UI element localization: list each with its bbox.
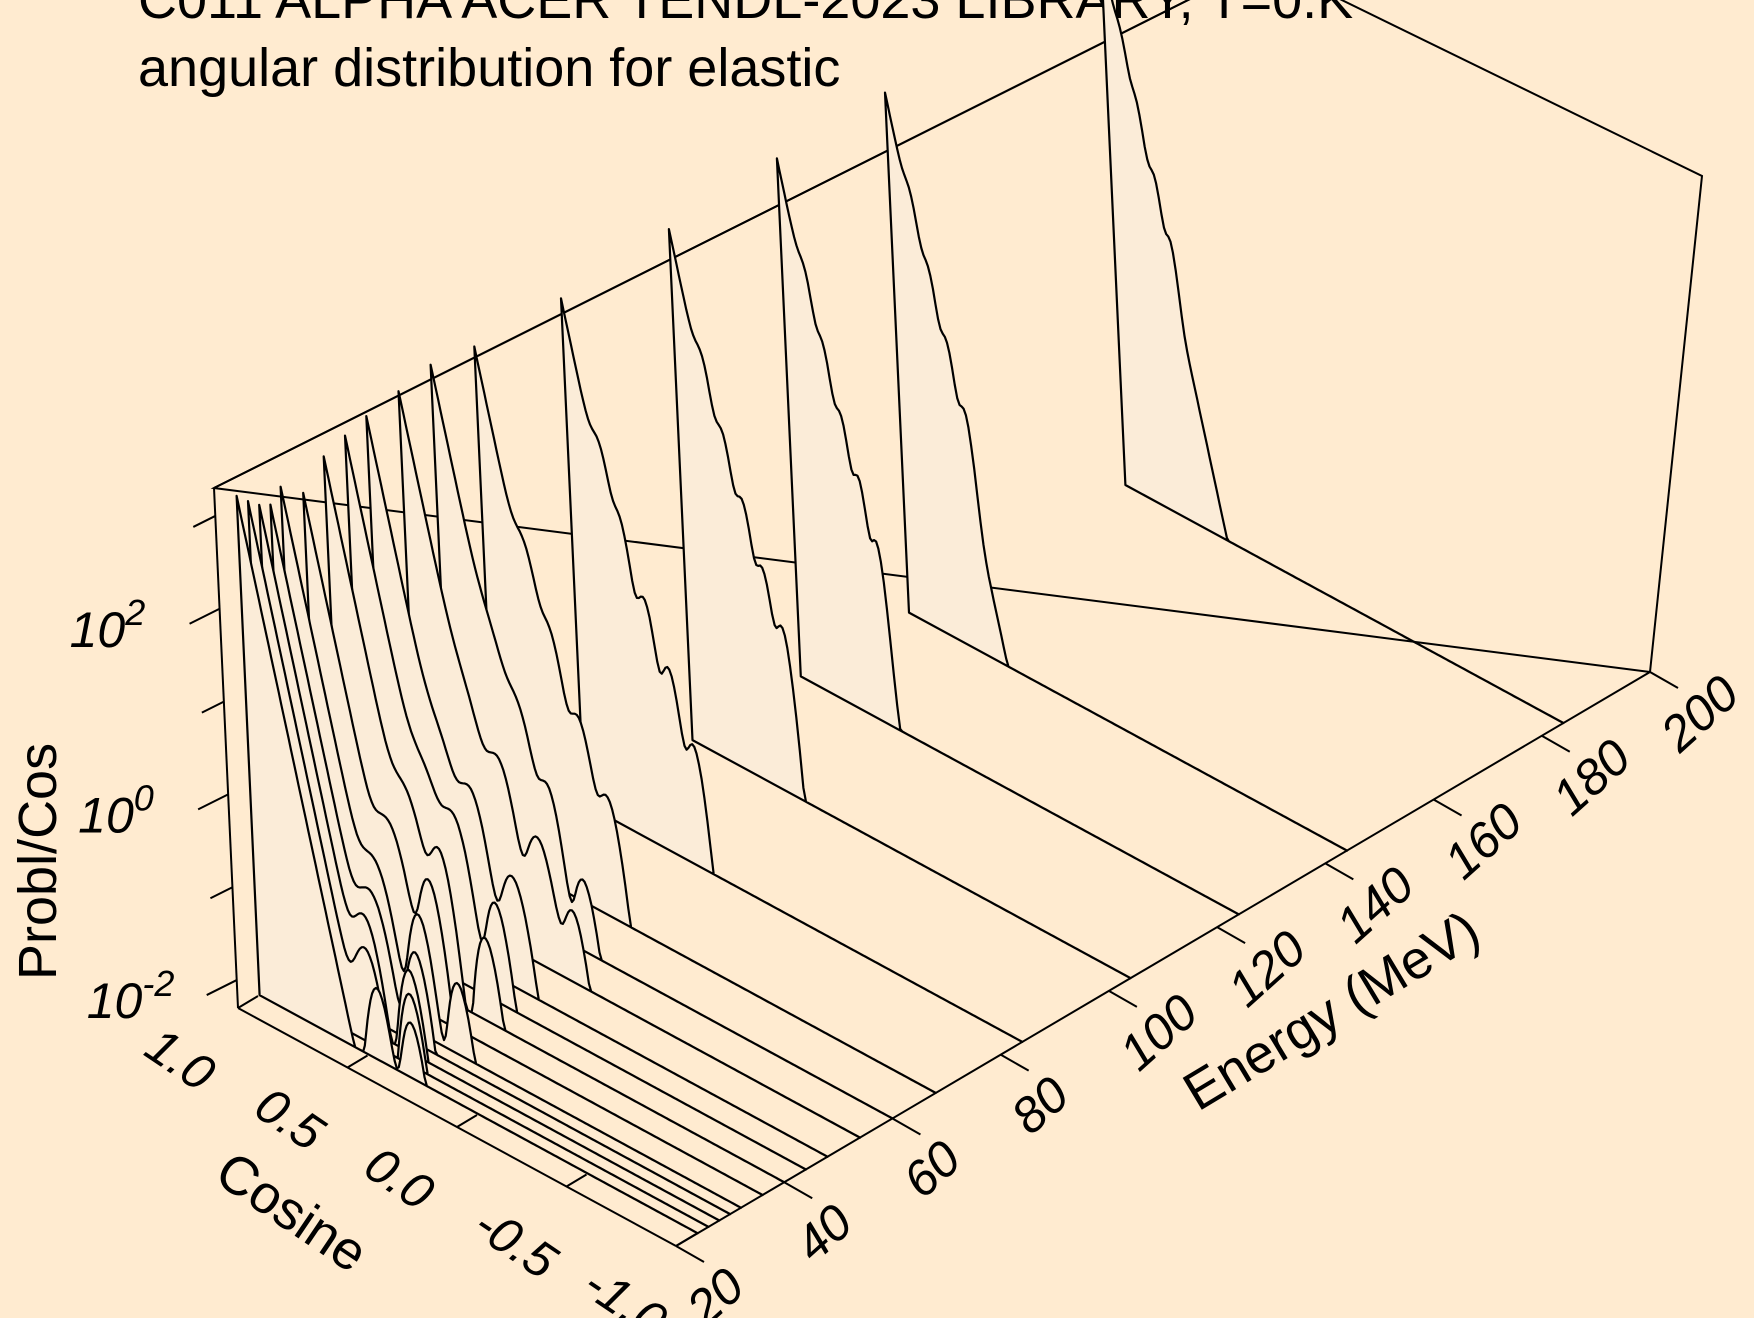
- z-tick-mark: [209, 886, 233, 900]
- y-tick-label: 60: [892, 1130, 971, 1209]
- spectrum-curve: [397, 390, 862, 1139]
- z-tick-label: 102: [70, 592, 146, 658]
- back-frame: [210, 0, 1704, 674]
- spectrum-curve: [269, 503, 732, 1216]
- spectrum-curve: [302, 491, 764, 1197]
- spectrum-curve: [559, 297, 1024, 1043]
- z-tick-exp: 2: [124, 592, 145, 633]
- z-tick-base: 10: [70, 602, 126, 658]
- y-tick-mark: [1541, 734, 1571, 753]
- y-tick-mark: [891, 1117, 921, 1136]
- x-tick-label: 1.0: [136, 1017, 225, 1102]
- x-tick-mark: [237, 995, 259, 1009]
- spectrum-curve: [473, 345, 937, 1094]
- y-tick-mark: [783, 1181, 813, 1200]
- y-tick-mark: [1216, 926, 1246, 944]
- y-axis-label: Energy (MeV): [1173, 899, 1489, 1122]
- y-tick-mark: [1108, 990, 1138, 1008]
- spectrum-curve: [1101, 0, 1565, 725]
- z-axis-line: [213, 487, 239, 1009]
- spectrum-curve: [775, 157, 1240, 916]
- z-axis-label: Probl/Cos: [8, 743, 68, 980]
- x-tick-mark: [675, 1233, 697, 1247]
- y-tick-label: 40: [784, 1193, 863, 1272]
- chart-title-line2: angular distribution for elastic: [138, 38, 840, 98]
- x-axis-label: Cosine: [205, 1140, 378, 1284]
- back-edge: [213, 0, 1191, 489]
- z-tick-label: 10-2: [87, 963, 175, 1029]
- chart-title-line1: C011 ALPHA ACER TENDL-2023 LIBRARY, T=0.…: [138, 0, 1353, 30]
- y-tick-mark: [1433, 798, 1463, 817]
- x-tick-mark: [456, 1114, 478, 1128]
- y-tick-mark: [1649, 671, 1679, 689]
- spectra-group: [235, 0, 1565, 1235]
- y-tick-mark: [675, 1245, 705, 1263]
- spectrum-curve: [365, 415, 829, 1158]
- x-tick-label: -1.0: [574, 1255, 677, 1318]
- y-tick-label: 180: [1542, 728, 1642, 826]
- z-tick-base: 10: [87, 973, 143, 1029]
- y-tick-label: 80: [1001, 1066, 1080, 1145]
- x-tick-label: -0.5: [464, 1195, 567, 1290]
- z-tick-mark: [189, 607, 221, 625]
- y-tick-label: 160: [1433, 792, 1533, 890]
- spectrum-curve: [246, 500, 710, 1228]
- spectrum-curve: [258, 503, 721, 1222]
- spectrum-curve: [235, 494, 699, 1235]
- y-axis-line: [675, 671, 1651, 1247]
- z-tick-mark: [192, 515, 216, 528]
- z-tick-exp: -2: [142, 963, 174, 1004]
- y-tick-mark: [1000, 1053, 1030, 1072]
- z-tick-base: 10: [78, 787, 134, 843]
- spectrum-curve: [279, 485, 742, 1209]
- spectrum-curve: [667, 228, 1132, 980]
- x-tick-label: 0.5: [245, 1076, 334, 1161]
- z-tick-mark: [197, 793, 229, 811]
- z-tick-label: 100: [78, 777, 154, 843]
- x-tick-mark: [565, 1173, 588, 1188]
- spectrum-curve: [322, 455, 786, 1184]
- y-tick-mark: [1324, 862, 1354, 881]
- spectrum-curve: [343, 434, 807, 1171]
- spectrum-curve: [883, 91, 1349, 852]
- x-tick-label: 0.0: [355, 1136, 444, 1221]
- x-tick-mark: [346, 1054, 369, 1069]
- z-tick-mark: [206, 979, 238, 996]
- z-tick-exp: 0: [134, 777, 154, 818]
- y-tick-label: 20: [675, 1257, 755, 1318]
- z-tick-mark: [201, 700, 225, 714]
